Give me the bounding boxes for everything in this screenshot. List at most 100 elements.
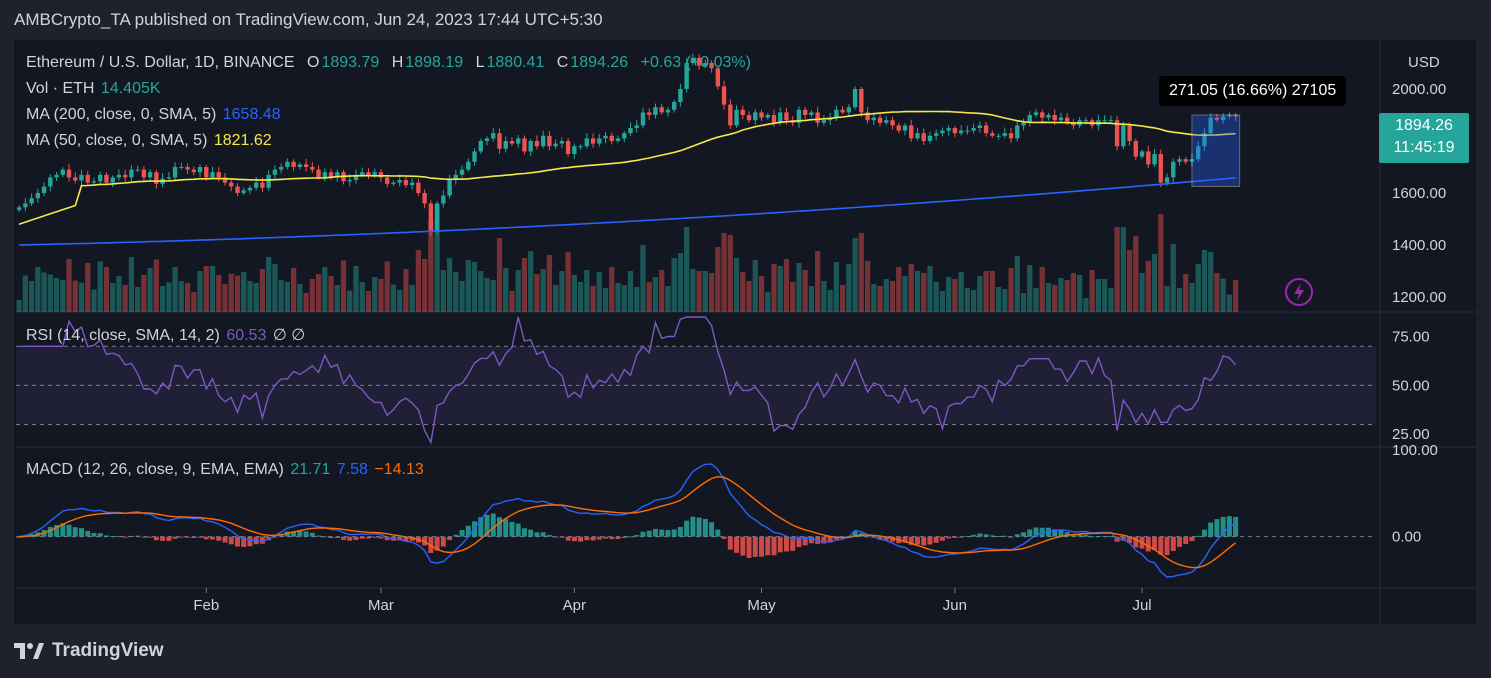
macd-hist-bar — [646, 530, 652, 537]
volume-bar — [266, 257, 272, 312]
macd-hist-bar — [765, 536, 771, 556]
candle-body — [516, 138, 521, 144]
volume-bar — [1220, 278, 1226, 312]
price-tick-label: 2000.00 — [1392, 81, 1446, 98]
macd-hist-bar — [546, 534, 552, 537]
volume-bar — [272, 264, 278, 312]
macd-hist-bar — [203, 536, 209, 540]
candle-body — [821, 120, 827, 123]
price-tick-label: 1200.00 — [1392, 289, 1446, 306]
volume-bar — [952, 279, 958, 312]
macd-hist-bar — [628, 536, 633, 538]
macd-hist-bar — [365, 536, 371, 539]
macd-tick-label: 0.00 — [1392, 529, 1421, 546]
candle-body — [865, 112, 870, 121]
candle-body — [746, 115, 752, 121]
macd-hist-bar — [521, 528, 527, 537]
volume-bar — [309, 279, 315, 312]
volume-bar — [540, 269, 546, 312]
volume-bar — [808, 286, 815, 312]
volume-bar — [858, 233, 864, 312]
candle-body — [1202, 133, 1207, 147]
candle-body — [60, 169, 65, 175]
volume-bar — [484, 278, 490, 312]
macd-hist-bar — [303, 531, 309, 537]
candle-body — [902, 125, 908, 131]
candle-body — [66, 169, 72, 178]
macd-hist-bar — [1089, 536, 1095, 538]
macd-hist-bar — [1058, 530, 1064, 537]
volume-bar — [253, 283, 259, 312]
macd-hist-bar — [939, 536, 945, 541]
candle-body — [728, 104, 733, 126]
macd-hist-bar — [297, 530, 303, 537]
macd-hist-bar — [440, 536, 446, 547]
volume-bar — [422, 259, 428, 312]
candle-body — [41, 186, 47, 193]
candle-body — [428, 203, 434, 232]
candle-body — [1114, 120, 1120, 147]
volume-bar — [946, 277, 952, 312]
macd-label: MACD (12, 26, close, 9, EMA, EMA) — [26, 461, 284, 478]
volume-bar — [1095, 279, 1102, 312]
volume-bar — [571, 275, 577, 312]
volume-bar — [41, 272, 47, 312]
time-label: May — [747, 597, 776, 614]
time-label: Jun — [943, 597, 967, 614]
volume-bar — [1045, 283, 1052, 312]
candle-body — [915, 133, 920, 139]
time-label: Feb — [193, 597, 219, 614]
candle-body — [678, 89, 683, 102]
volume-bar — [1002, 289, 1008, 312]
macd-hist-bar — [540, 532, 546, 537]
volume-bar — [964, 288, 970, 312]
macd-hist-bar — [1145, 536, 1151, 552]
volume-bar — [1189, 283, 1195, 312]
macd-hist-bar — [989, 535, 995, 537]
candle-body — [35, 193, 41, 199]
macd-hist-bar — [821, 536, 827, 544]
candle-body — [734, 109, 739, 126]
volume-bar — [72, 280, 78, 312]
macd-hist-bar — [503, 519, 509, 537]
ma200-legend: MA (200, close, 0, SMA, 5) 1658.48 — [26, 106, 283, 124]
rsi-label: RSI (14, close, SMA, 14, 2) — [26, 327, 220, 344]
candle-body — [765, 115, 770, 118]
candle-body — [871, 117, 876, 121]
volume-bar — [197, 271, 203, 312]
macd-hist-bar — [178, 536, 184, 538]
candle-body — [247, 187, 253, 191]
volume-bar — [521, 258, 528, 312]
volume-bar — [297, 284, 303, 312]
chart-svg[interactable]: 2000.001800.001600.001400.001200.00USD75… — [14, 40, 1476, 624]
macd-hist-bar — [740, 536, 746, 556]
volume-bar — [434, 205, 440, 312]
volume-bar — [334, 285, 340, 312]
macd-tick-label: 100.00 — [1392, 442, 1438, 459]
volume-bar — [802, 270, 808, 312]
candle-body — [1196, 146, 1201, 160]
volume-bar — [927, 266, 933, 312]
volume-bar — [740, 272, 746, 312]
macd-hist-bar — [1045, 527, 1051, 537]
chart-panel[interactable]: 2000.001800.001600.001400.001200.00USD75… — [14, 40, 1476, 624]
volume-bar — [141, 275, 147, 312]
macd-hist-bar — [191, 536, 197, 538]
macd-hist-bar — [1152, 536, 1158, 551]
candle-body — [665, 109, 671, 113]
macd-hist-bar — [465, 525, 471, 537]
candle-body — [16, 207, 22, 210]
footer-brand[interactable]: TradingView — [14, 640, 164, 662]
macd-hist-bar — [397, 536, 403, 541]
volume-bar — [1089, 270, 1095, 312]
rsi-extra: ∅ ∅ — [272, 327, 306, 344]
candle-body — [122, 174, 128, 178]
candle-body — [303, 164, 309, 167]
volume-bar — [278, 280, 284, 312]
volume-bar — [1233, 279, 1239, 312]
macd-hist-bar — [640, 531, 646, 537]
candle-body — [54, 174, 59, 178]
candle-body — [260, 182, 265, 188]
macd-hist-bar — [447, 536, 453, 541]
macd-hist-bar — [341, 536, 347, 540]
